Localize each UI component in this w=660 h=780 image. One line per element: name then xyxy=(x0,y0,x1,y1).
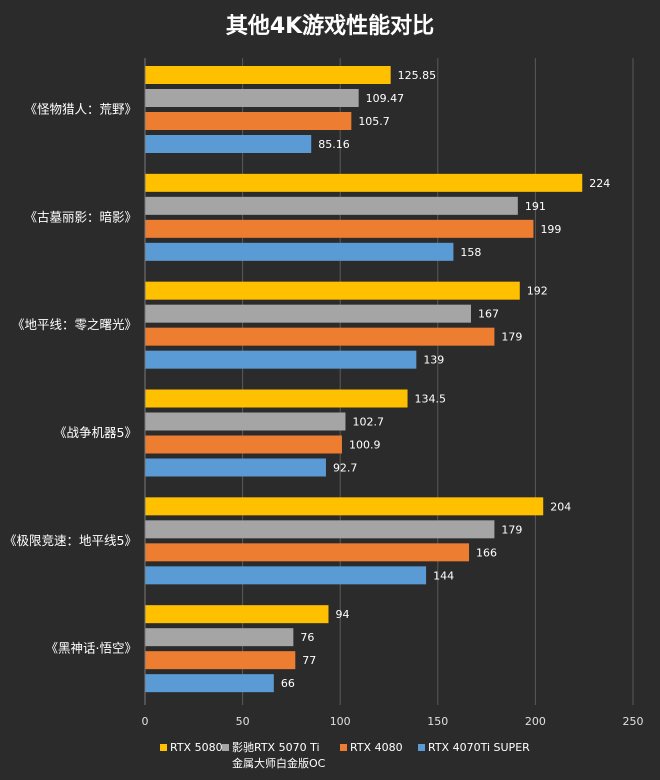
bar xyxy=(145,628,294,647)
legend-label: RTX 4080 xyxy=(350,741,403,754)
data-label: 77 xyxy=(302,654,316,667)
data-label: 125.85 xyxy=(398,69,437,82)
data-label: 105.7 xyxy=(358,115,390,128)
legend-label: 影驰RTX 5070 Ti xyxy=(232,740,320,754)
bar xyxy=(145,543,470,562)
bar xyxy=(145,435,342,454)
data-label: 102.7 xyxy=(352,416,384,429)
data-label: 166 xyxy=(476,546,497,559)
bar xyxy=(145,89,359,107)
data-label: 66 xyxy=(281,677,295,690)
data-label: 92.7 xyxy=(333,462,358,475)
bar xyxy=(145,350,417,369)
data-label: 76 xyxy=(300,631,314,644)
legend-swatch xyxy=(160,744,167,751)
data-label: 192 xyxy=(527,285,548,298)
legend-label-line2: 金属大师白金版OC xyxy=(232,756,326,770)
bar xyxy=(145,651,296,670)
bar xyxy=(145,196,518,215)
bar xyxy=(145,520,495,539)
data-label: 224 xyxy=(589,177,610,190)
category-label: 《黑神话·悟空》 xyxy=(46,641,137,656)
bar xyxy=(145,242,454,261)
bar xyxy=(145,566,427,585)
data-label: 204 xyxy=(550,500,571,513)
x-tick-label: 200 xyxy=(525,715,546,728)
category-label: 《极限竞速：地平线5》 xyxy=(4,533,137,548)
bar xyxy=(145,112,352,130)
legend-label: RTX 5080 xyxy=(170,741,223,754)
data-label: 158 xyxy=(460,246,481,259)
bar xyxy=(145,281,520,300)
data-label: 85.16 xyxy=(318,138,350,151)
bar xyxy=(145,135,312,153)
data-label: 100.9 xyxy=(349,439,381,452)
data-label: 134.5 xyxy=(415,393,447,406)
data-label: 144 xyxy=(433,569,454,582)
bar xyxy=(145,304,471,323)
x-tick-label: 50 xyxy=(236,715,250,728)
bar xyxy=(145,674,274,693)
category-label: 《地平线：零之曙光》 xyxy=(12,317,137,332)
bar xyxy=(145,327,495,346)
category-label: 《战争机器5》 xyxy=(54,425,137,440)
legend-swatch xyxy=(418,744,425,751)
bar xyxy=(145,173,583,192)
data-label: 109.47 xyxy=(366,92,405,105)
legend: RTX 5080 影驰RTX 5070 Ti 金属大师白金版OC RTX 4080 RT… xyxy=(160,740,530,770)
legend-label: RTX 4070Ti SUPER xyxy=(428,741,530,754)
data-label: 191 xyxy=(525,200,546,213)
bar-layer xyxy=(145,66,583,693)
bar xyxy=(145,219,534,238)
axis-layer: 0 50 100 150 200 250 《怪物猎人：荒野》《古墓丽影：暗影》《地平线：零之… xyxy=(4,58,644,728)
x-tick-label: 250 xyxy=(623,715,644,728)
bar xyxy=(145,458,326,477)
bar xyxy=(145,412,346,431)
bar xyxy=(145,389,408,408)
category-label: 《古墓丽影：暗影》 xyxy=(24,209,137,224)
bar xyxy=(145,66,391,84)
data-label: 167 xyxy=(478,308,499,321)
x-tick-label: 150 xyxy=(427,715,448,728)
legend-swatch xyxy=(340,744,347,751)
data-label: 94 xyxy=(335,608,349,621)
legend-swatch xyxy=(222,744,229,751)
x-tick-label: 100 xyxy=(330,715,351,728)
bar xyxy=(145,497,544,516)
x-tick-label: 0 xyxy=(142,715,149,728)
category-label: 《怪物猎人：荒野》 xyxy=(24,102,137,117)
label-layer: 125.85 109.47 105.7 85.16 224 191 199 158 192 167… xyxy=(281,69,610,690)
bar xyxy=(145,605,329,624)
data-label: 139 xyxy=(423,354,444,367)
chart-title: 其他4K游戏性能对比 xyxy=(226,13,434,39)
data-label: 179 xyxy=(501,523,522,536)
data-label: 199 xyxy=(540,223,561,236)
data-label: 179 xyxy=(501,331,522,344)
